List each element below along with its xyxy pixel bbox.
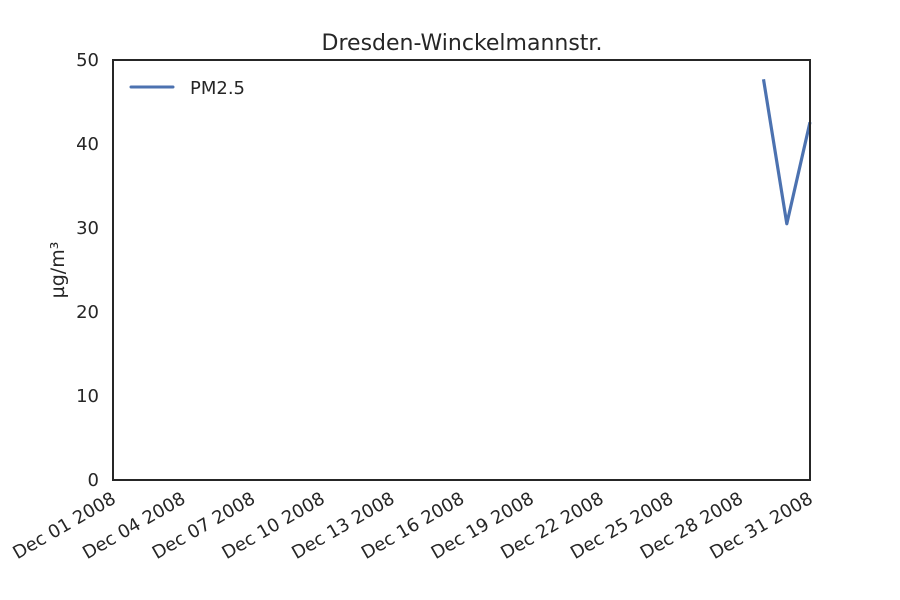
y-tick-label: 10 <box>76 386 99 407</box>
plot-frame <box>112 59 811 481</box>
y-tick-label: 20 <box>76 302 99 323</box>
y-tick-label: 30 <box>76 218 99 239</box>
legend: PM2.5 <box>129 78 245 99</box>
series-line-pm25 <box>761 79 812 226</box>
y-tick-label: 0 <box>88 470 99 491</box>
series-layer <box>761 79 812 226</box>
legend-label-pm25: PM2.5 <box>190 78 245 99</box>
y-axis-ticks: 0 10 20 30 40 50 <box>76 50 99 491</box>
chart-title: Dresden-Winckelmannstr. <box>322 31 603 56</box>
y-tick-label: 40 <box>76 134 99 155</box>
y-tick-label: 50 <box>76 50 99 71</box>
y-axis-label: µg/m³ <box>47 242 69 299</box>
